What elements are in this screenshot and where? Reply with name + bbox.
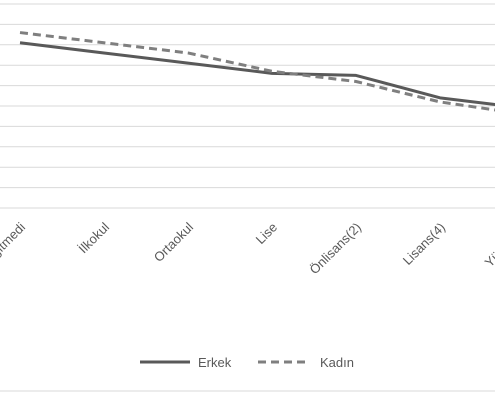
x-tick-label: Ortaokul	[151, 219, 196, 264]
series-line-kadin	[19, 31, 495, 112]
x-tick-label: Önlisans(2)	[307, 220, 365, 278]
legend-label-erkek: Erkek	[198, 355, 232, 370]
x-tick-label: Lise	[253, 220, 280, 247]
x-tick-label: Hiç okula gitmedi	[0, 219, 28, 300]
x-tick-label: İlkokul	[75, 219, 112, 256]
legend-label-kadin: Kadın	[320, 355, 354, 370]
x-axis-tick-labels: Hiç okula gitmedi İlkokul Ortaokul Lise Önli…	[0, 219, 495, 300]
legend: Erkek Kadın	[140, 355, 354, 370]
series-lines	[19, 31, 495, 112]
x-tick-label: YükLis/Dr	[482, 219, 495, 270]
series-line-erkek	[19, 41, 495, 107]
x-tick-label: Lisans(4)	[400, 220, 448, 268]
gridlines	[0, 3, 495, 209]
